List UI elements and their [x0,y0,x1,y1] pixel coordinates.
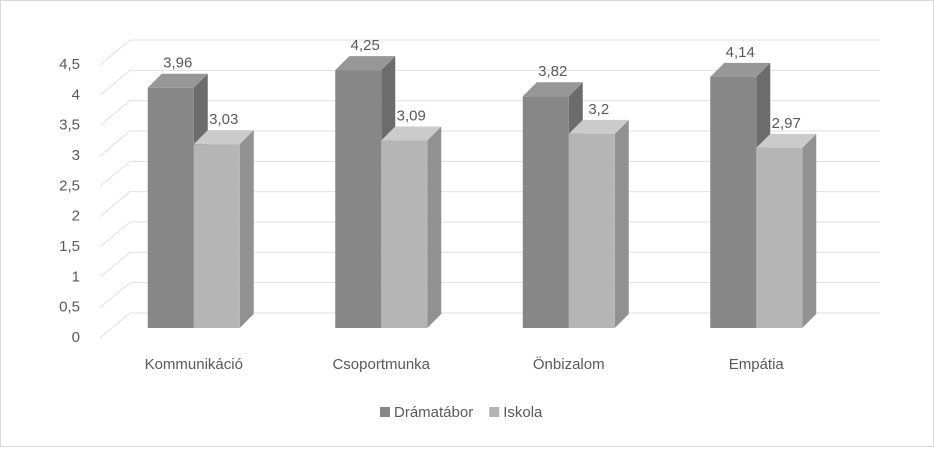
y-tick-label: 3 [72,147,80,164]
grid-line-side [99,160,131,187]
bar [710,76,757,328]
bar-side [427,126,442,328]
bar-top [381,126,442,141]
data-label: 3,82 [538,63,567,80]
grid-line-side [99,282,131,309]
bar-side [802,133,817,328]
legend-swatch [489,407,500,417]
grid-line-side [99,191,131,218]
data-label: 3,2 [588,101,609,118]
data-label: 3,09 [397,108,426,125]
grid-line-side [99,312,131,339]
bar [381,140,428,328]
y-tick-label: 1,5 [59,238,80,255]
x-tick-label: Kommunikáció [145,356,243,373]
data-label: 4,14 [726,44,755,61]
bar-top [335,56,396,71]
grid-line-side [99,69,131,96]
y-tick-label: 2 [72,208,80,225]
bar-top [193,130,254,145]
y-tick-label: 2,5 [59,177,80,194]
bar-side [239,130,254,328]
grid-line-side [99,100,131,127]
y-tick-label: 4 [72,86,80,103]
grid-line-side [99,130,131,157]
bar-top [147,73,208,88]
legend-label: Drámatábor [394,404,473,421]
data-label: 4,25 [351,37,380,54]
bar [756,147,803,328]
y-tick-label: 4,5 [59,56,80,73]
y-tick-label: 3,5 [59,117,80,134]
y-tick-label: 0 [72,329,80,346]
bar [335,70,382,329]
grid-line-side [99,39,131,66]
data-label: 3,03 [209,111,238,128]
bar [193,144,240,328]
bar-top [522,82,583,97]
y-tick-label: 1 [72,268,80,285]
bar-top [568,119,629,134]
bar [568,133,615,328]
x-tick-label: Csoportmunka [332,356,430,373]
bar-side [614,119,629,328]
x-tick-label: Önbizalom [533,355,605,373]
y-tick-label: 0,5 [59,299,80,316]
grid-line-side [99,221,131,248]
grid-line-side [99,251,131,278]
legend-label: Iskola [503,404,543,421]
data-label: 3,96 [163,55,192,72]
bar-top [756,133,817,148]
bar-top [710,62,771,77]
bar [147,87,194,328]
data-label: 2,97 [772,115,801,132]
x-tick-label: Empátia [729,356,785,373]
legend-swatch [380,407,390,417]
bar [522,96,569,329]
